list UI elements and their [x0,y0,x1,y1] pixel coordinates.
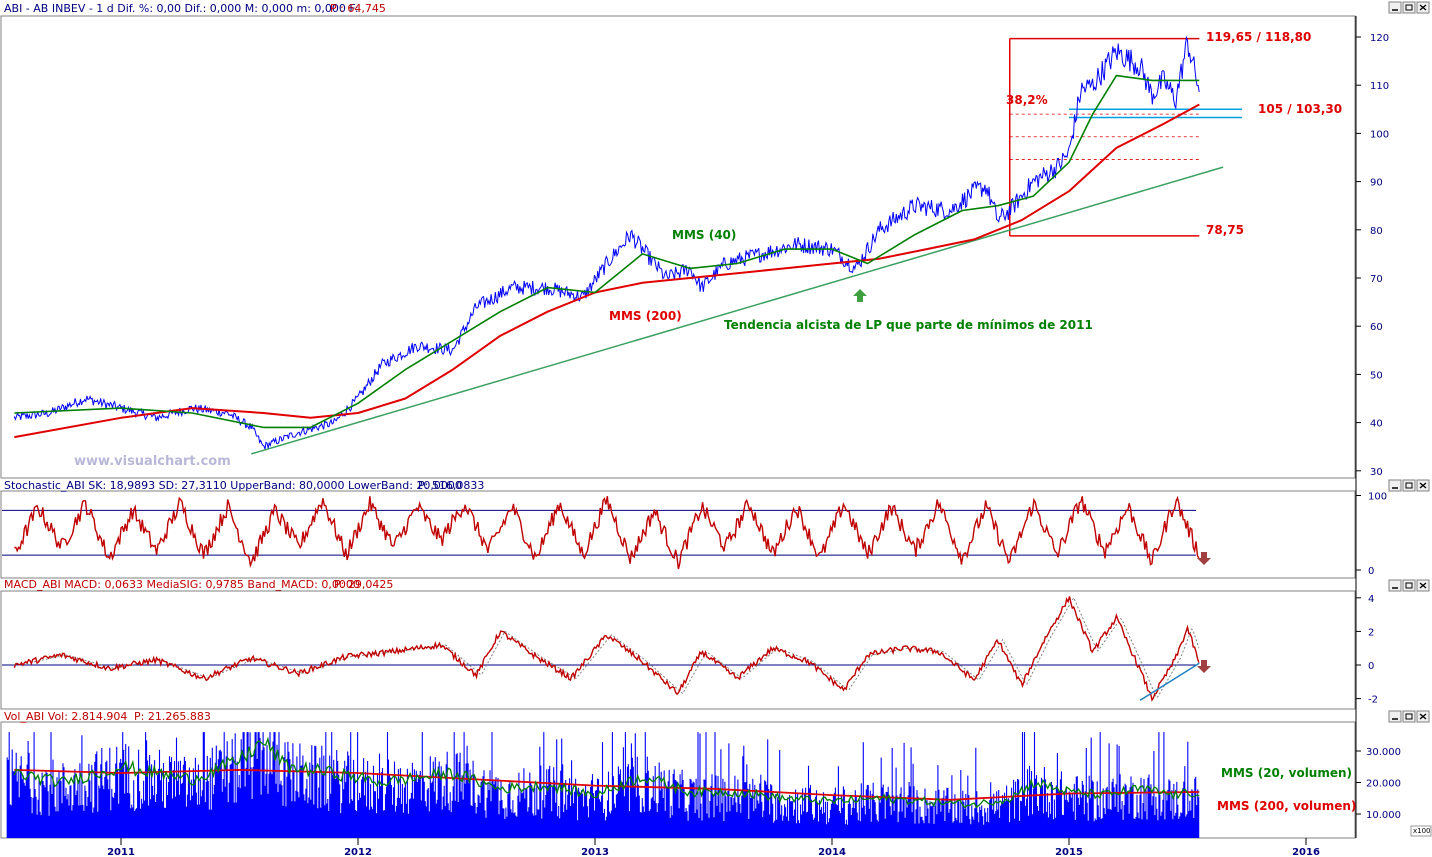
maximize-icon-box [1405,482,1413,489]
stoch-pane-title: Stochastic_ABI SK: 18,9893 SD: 27,3110 U… [4,479,462,492]
vol-mms200-label: MMS (200, volumen) [1217,799,1356,813]
x-tick-label: 2012 [344,847,372,857]
price-y-tick-label: 110 [1370,81,1389,92]
stoch-y-tick-label: 100 [1368,492,1387,503]
macd-y-tick-label: 4 [1368,594,1374,605]
macd-y-tick-label: 2 [1368,627,1374,638]
close-icon [1419,4,1427,11]
trend-start-up-arrow-icon [853,289,867,302]
fib-label: 38,2% [1006,93,1048,107]
macd-line [13,596,1200,702]
stoch-y-tick-label: 0 [1368,566,1374,577]
macd-down-arrow-icon [1197,660,1211,673]
price-y-tick-label: 70 [1370,274,1383,285]
x-tick-label: 2013 [581,847,609,857]
bottom-level-label: 78,75 [1206,223,1244,237]
pane3-maximize-button[interactable] [1402,579,1416,592]
close-icon [1419,713,1427,720]
pane4-minimize-button[interactable] [1388,710,1402,723]
mms200-label: MMS (200) [609,309,682,323]
support-label: 105 / 103,30 [1258,102,1342,116]
maximize-icon [1405,582,1413,589]
stochastic-line [14,495,1200,570]
macd-y-tick-label: -2 [1368,695,1378,706]
price-y-tick-label: 90 [1370,178,1383,189]
x-tick-label: 2014 [818,847,846,857]
macd-pane-p: P: 29,0425 [334,578,393,591]
vol-pane-title: Vol_ABI Vol: 2.814.904 [4,710,127,723]
top-level-label: 119,65 / 118,80 [1206,30,1311,44]
trend-label: Tendencia alcista de LP que parte de mín… [724,318,1093,332]
x-tick-label: 2011 [107,847,135,857]
pane4-maximize-button[interactable] [1402,710,1416,723]
stoch-down-arrow-icon [1197,552,1211,565]
macd-y-tick-label: 0 [1368,661,1374,672]
vol-mms20-line [13,736,1200,809]
maximize-icon [1405,713,1413,720]
close-icon-stroke [1419,582,1427,589]
macd-trendline [1139,662,1200,701]
price-pane-p: P : 64,745 [330,2,386,15]
vol-mms20-label: MMS (20, volumen) [1221,766,1352,780]
mms40-line [14,74,1200,429]
close-icon [1419,482,1427,489]
x-tick-label: 2015 [1055,847,1083,857]
price-pane-title: ABI - AB INBEV - 1 d Dif. %: 0,00 Dif.: … [4,2,359,15]
vol-y-tick-label: 10.000 [1366,810,1401,821]
mms40-label: MMS (40) [672,228,736,242]
price-y-tick-label: 40 [1370,419,1383,430]
pane1-maximize-button[interactable] [1402,1,1416,14]
price-y-tick-label: 50 [1370,370,1383,381]
pane2-maximize-button[interactable] [1402,479,1416,492]
maximize-icon [1405,4,1413,11]
maximize-icon-box [1405,4,1413,11]
close-icon-stroke [1419,713,1427,720]
vol-pane-p: P: 21.265.883 [134,710,211,723]
stoch-pane-p: P: 516,0833 [418,479,484,492]
price-y-tick-label: 100 [1370,129,1389,140]
mms200-line [14,103,1200,439]
trendline [251,166,1224,455]
vol-y-tick-label: 30.000 [1366,747,1401,758]
vol-y-tick-label: 20.000 [1366,779,1401,790]
vol-scale-box [1410,825,1432,837]
pane1-minimize-button[interactable] [1388,1,1402,14]
x-tick-label: 2016 [1292,847,1320,857]
price-y-tick-label: 120 [1370,33,1389,44]
pane2-minimize-button[interactable] [1388,479,1402,492]
close-icon-stroke [1419,4,1427,11]
maximize-icon-box [1405,713,1413,720]
vol-scale-label: x100 [1413,827,1431,835]
maximize-icon [1405,482,1413,489]
close-icon [1419,582,1427,589]
maximize-icon-box [1405,582,1413,589]
macd-pane-title: MACD_ABI MACD: 0,0633 MediaSIG: 0,9785 B… [4,578,360,591]
pane3-minimize-button[interactable] [1388,579,1402,592]
vol-mms200-line [14,769,1200,801]
watermark: www.visualchart.com [74,454,231,469]
price-y-tick-label: 60 [1370,322,1383,333]
price-y-tick-label: 80 [1370,226,1383,237]
volume-bars [6,732,1200,838]
close-icon-stroke [1419,482,1427,489]
price-y-tick-label: 30 [1370,467,1383,478]
